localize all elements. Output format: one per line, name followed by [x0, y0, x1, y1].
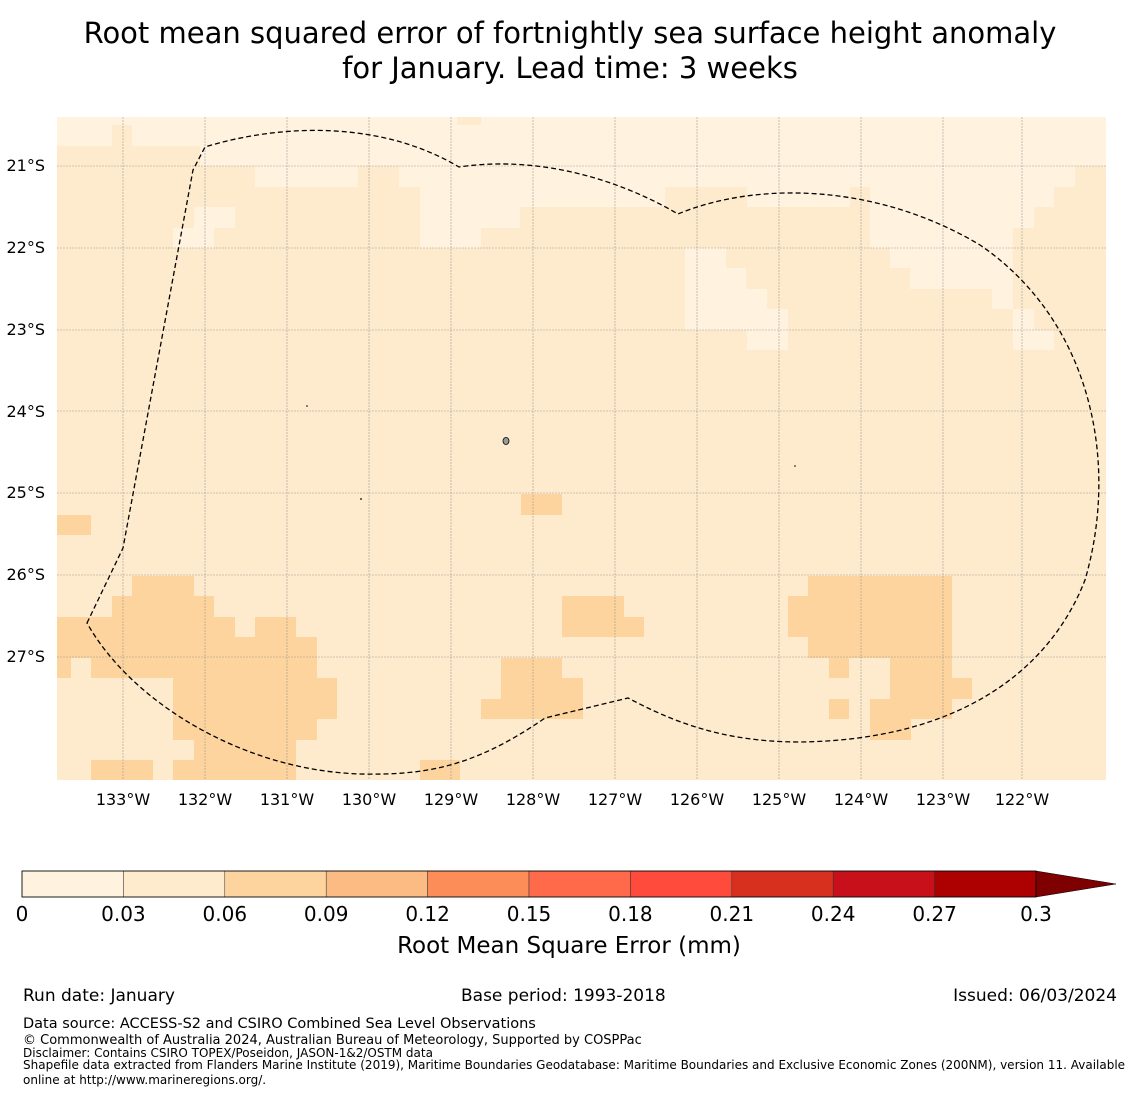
- lon-tick-label: 131°W: [260, 790, 315, 809]
- colorbar-cell: [123, 870, 226, 898]
- lon-tick-label: 126°W: [670, 790, 725, 809]
- lon-tick-label: 129°W: [424, 790, 479, 809]
- colorbar-cell: [224, 870, 327, 898]
- colorbar-cell: [325, 870, 428, 898]
- colorbar-extend-arrow: [1035, 870, 1117, 898]
- colorbar-tick-label: 0.27: [912, 902, 957, 926]
- colorbar-cell: [731, 870, 834, 898]
- rmse-field-dark-patches: [57, 494, 972, 780]
- colorbar-tick-label: 0: [16, 902, 29, 926]
- data-source: Data source: ACCESS-S2 and CSIRO Combine…: [23, 1016, 536, 1032]
- colorbar-tick-label: 0.03: [101, 902, 146, 926]
- lon-tick-label: 122°W: [995, 790, 1050, 809]
- colorbar: 0 0.03 0.06 0.09 0.12 0.15 0.18 0.21 0.24 0.27 0.3…: [16, 870, 1117, 959]
- colorbar-outline: [21, 870, 1037, 898]
- shapefile-credit-line2: online at http://www.marineregions.org/.: [23, 1073, 267, 1087]
- map-title-line1: Root mean squared error of fortnightly s…: [83, 16, 1057, 50]
- map-area: [57, 117, 1106, 780]
- lat-tick-label: 25°S: [6, 483, 45, 502]
- colorbar-tick-label: 0.18: [608, 902, 653, 926]
- colorbar-cell: [528, 870, 631, 898]
- lat-tick-label: 27°S: [6, 647, 45, 666]
- lon-tick-label: 124°W: [834, 790, 889, 809]
- colorbar-cell: [832, 870, 935, 898]
- lon-tick-label: 123°W: [916, 790, 971, 809]
- lon-tick-label: 132°W: [178, 790, 233, 809]
- lon-tick-label: 125°W: [752, 790, 807, 809]
- colorbar-cell: [427, 870, 530, 898]
- lon-tick-label: 127°W: [588, 790, 643, 809]
- base-period: Base period: 1993-2018: [461, 986, 666, 1006]
- colorbar-cell: [934, 870, 1037, 898]
- lon-tick-label: 133°W: [96, 790, 151, 809]
- colorbar-cell: [21, 870, 124, 898]
- lat-tick-label: 22°S: [6, 238, 45, 257]
- rmse-field-light-patches: [57, 117, 1106, 350]
- issued-date: Issued: 06/03/2024: [953, 986, 1117, 1006]
- lat-tick-label: 26°S: [6, 565, 45, 584]
- colorbar-tick-label: 0.15: [507, 902, 552, 926]
- eez-boundary-dashed: [86, 129, 1100, 775]
- disclaimer: Disclaimer: Contains CSIRO TOPEX/Poseido…: [23, 1046, 433, 1060]
- island-marker: [794, 465, 796, 467]
- map-figure: 21°S 22°S 23°S 24°S 25°S 26°S 27°S 133°W…: [6, 117, 1117, 959]
- lon-tick-label: 130°W: [342, 790, 397, 809]
- lat-tick-label: 21°S: [6, 156, 45, 175]
- island-marker: [306, 405, 308, 407]
- lat-tick-label: 23°S: [6, 320, 45, 339]
- run-date: Run date: January: [23, 986, 175, 1006]
- map-title-line2: for January. Lead time: 3 weeks: [342, 51, 798, 85]
- island-marker: [360, 498, 362, 500]
- colorbar-tick-label: 0.21: [710, 902, 755, 926]
- colorbar-label: Root Mean Square Error (mm): [397, 933, 741, 959]
- lon-tick-label: 128°W: [506, 790, 561, 809]
- colorbar-cell: [630, 870, 733, 898]
- lat-tick-label: 24°S: [6, 402, 45, 421]
- copyright: © Commonwealth of Australia 2024, Austra…: [23, 1033, 642, 1048]
- map-gridlines: [57, 117, 1106, 780]
- colorbar-tick-label: 0.24: [811, 902, 856, 926]
- colorbar-tick-label: 0.06: [203, 902, 248, 926]
- colorbar-tick-label: 0.3: [1020, 902, 1052, 926]
- colorbar-tick-label: 0.09: [304, 902, 349, 926]
- colorbar-tick-label: 0.12: [405, 902, 450, 926]
- shapefile-credit-line1: Shapefile data extracted from Flanders M…: [23, 1058, 1126, 1072]
- island-marker: [502, 437, 510, 445]
